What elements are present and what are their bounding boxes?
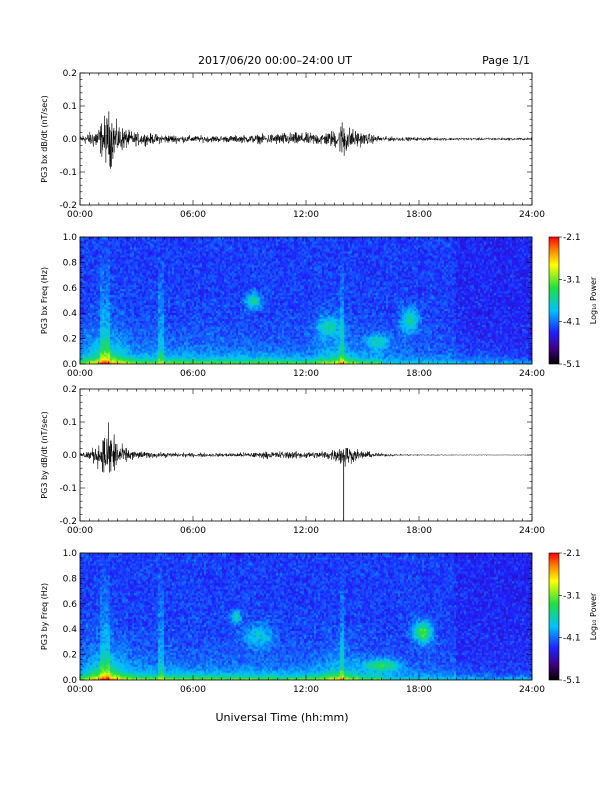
page-title: 2017/06/20 00:00–24:00 UT [198,54,352,67]
y-tick-label: 1.0 [63,549,78,559]
x-tick-label: 24:00 [519,369,545,379]
x-axis-title: Universal Time (hh:mm) [216,711,349,724]
y-tick-label: 0.0 [63,451,78,461]
x-tick-label: 18:00 [406,685,432,695]
x-tick-label: 24:00 [519,526,545,536]
x-tick-label: 18:00 [406,210,432,220]
colorbar [548,236,560,365]
x-tick-label: 06:00 [180,526,206,536]
spectrogram-image [80,237,532,364]
x-tick-label: 24:00 [519,210,545,220]
y-tick-label: 0.4 [63,625,78,635]
x-tick-label: 12:00 [293,526,319,536]
x-tick-label: 00:00 [67,369,93,379]
y-tick-label: 0.6 [63,600,78,610]
page-label: Page 1/1 [482,54,530,67]
panel-4: -2.1 -3.1 -4.1 -5.1 Log₁₀ Power 00:00 06:00 12:… [40,549,598,695]
y-axis-title: PG3 bx dB/dt (nT/sec) [40,95,49,182]
colorbar-tick-label: -4.1 [563,634,581,644]
y-tick-label: 0.0 [63,135,78,145]
x-tick-label: 00:00 [67,685,93,695]
x-tick-label: 12:00 [293,685,319,695]
x-tick-label: 18:00 [406,526,432,536]
spectrogram-image [80,553,532,680]
y-tick-label: -0.1 [59,168,77,178]
x-tick-label: 18:00 [406,369,432,379]
colorbar [548,552,560,681]
panel-2: -2.1 -3.1 -4.1 -5.1 Log₁₀ Power 00:00 06:00 12:… [40,233,598,379]
y-tick-label: 0.0 [63,360,78,370]
y-tick-label: 0.2 [63,335,77,345]
colorbar-tick-label: -3.1 [563,275,581,285]
y-tick-label: 1.0 [63,233,78,243]
x-tick-label: 00:00 [67,210,93,220]
colorbar-tick-label: -2.1 [563,549,581,559]
colorbar-tick-label: -4.1 [563,318,581,328]
y-tick-label: 0.6 [63,284,78,294]
x-tick-label: 12:00 [293,369,319,379]
y-tick-label: 0.2 [63,651,77,661]
y-tick-label: 0.1 [63,418,77,428]
x-tick-label: 06:00 [180,210,206,220]
y-tick-label: 0.8 [63,258,78,268]
x-tick-label: 00:00 [67,526,93,536]
series-line [79,422,533,473]
panel-3: 00:00 06:00 12:00 18:00 24:00 0.2 0.1 0.0 -0.1 -0… [40,385,545,536]
y-tick-label: -0.1 [59,484,77,494]
y-tick-label: 0.4 [63,309,78,319]
x-tick-label: 06:00 [180,685,206,695]
colorbar-tick-label: -5.1 [563,676,581,686]
x-tick-label: 24:00 [519,685,545,695]
x-tick-label: 12:00 [293,210,319,220]
colorbar-tick-label: -2.1 [563,233,581,243]
colorbar-title: Log₁₀ Power [589,276,598,324]
y-axis-title: PG3 by dB/dt (nT/sec) [40,411,49,498]
y-axis-title: PG3 by Freq (Hz) [40,583,49,650]
y-tick-label: 0.2 [63,385,77,395]
y-tick-label: -0.2 [59,517,77,527]
y-tick-label: 0.8 [63,574,78,584]
colorbar-tick-label: -3.1 [563,591,581,601]
y-tick-label: 0.1 [63,102,77,112]
y-tick-label: -0.2 [59,201,77,211]
y-axis-title: PG3 bx Freq (Hz) [40,267,49,334]
series-line [79,111,533,169]
colorbar-title: Log₁₀ Power [589,592,598,640]
panel-1: 00:00 06:00 12:00 18:00 24:00 0.2 0.1 0.0 -0.1 -0… [40,69,545,220]
y-tick-label: 0.0 [63,676,78,686]
x-tick-label: 06:00 [180,369,206,379]
colorbar-tick-label: -5.1 [563,360,581,370]
y-tick-label: 0.2 [63,69,77,79]
